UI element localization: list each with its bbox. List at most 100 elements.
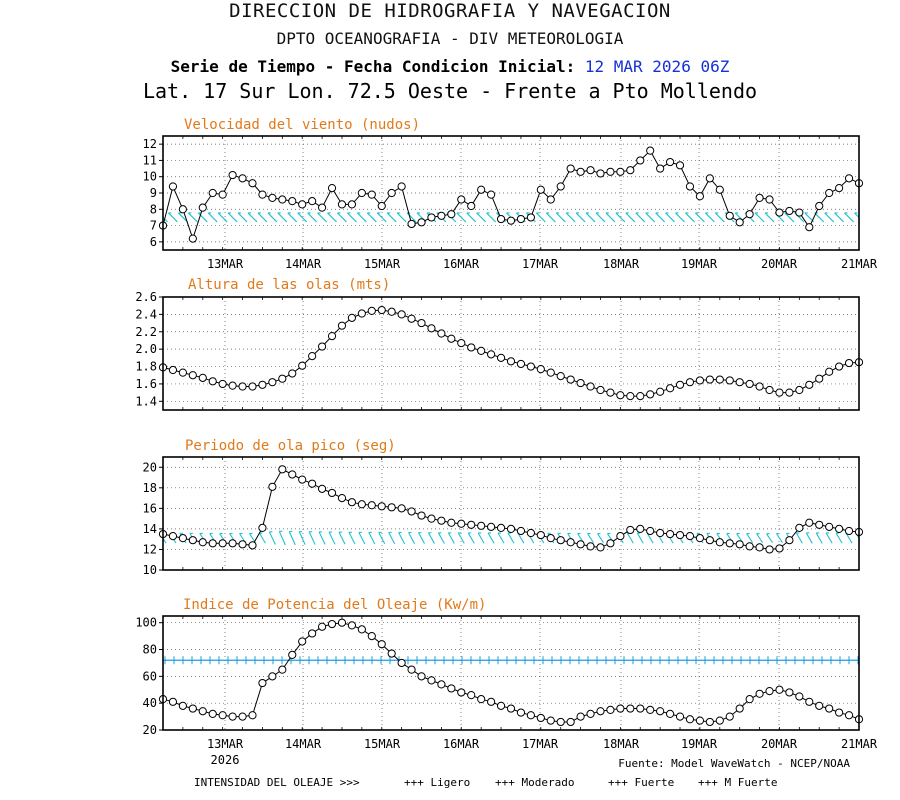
panel-3-data-point	[327, 488, 337, 498]
panel-3-data-point	[685, 532, 695, 541]
panel-4-data-point	[695, 716, 705, 725]
panel-1-data-point	[198, 203, 207, 212]
panel-1-data-point	[785, 206, 794, 216]
panel-2-data-point	[566, 375, 575, 384]
panel-1-data-point	[546, 195, 555, 204]
panel-2-data-point	[506, 357, 516, 366]
panel-3-frame	[162, 456, 860, 571]
panel-1-data-point	[825, 188, 834, 198]
panel-2-data-point	[218, 379, 227, 389]
panel-2-data-point	[795, 385, 804, 395]
panel-4-data-point	[327, 619, 337, 629]
panel-1-arrow	[297, 212, 308, 223]
panel-3-data-point	[606, 539, 615, 548]
panel-3-data-point	[308, 479, 317, 488]
panel-1-arrow	[396, 212, 407, 223]
panel-1-ytick-label: 10	[143, 170, 157, 184]
panel-1-arrow	[217, 212, 228, 223]
panel-4-data-point	[278, 665, 287, 674]
panel-2-data-point	[556, 372, 565, 381]
panel-2-ytick-label: 2.4	[135, 307, 157, 321]
panel-2-data-point	[536, 365, 545, 374]
panel-1-arrow	[635, 212, 646, 223]
panel-3-plot: 10 12 14 16 18 20	[143, 456, 864, 577]
panel-3-arrow	[268, 531, 276, 545]
panel-2-data-point	[437, 329, 446, 338]
panel-2-data-point	[168, 365, 178, 375]
panel-1-ytick-label: 12	[143, 137, 157, 151]
panel-1-arrow	[376, 212, 387, 223]
panel-2-data-point	[308, 352, 317, 361]
panel-3-arrow	[467, 532, 475, 544]
panel-4-data-point	[437, 680, 446, 689]
panel-3-arrow	[815, 532, 823, 544]
panel-3-data-point	[188, 536, 197, 545]
panel-1-xtick-label: 15MAR	[364, 257, 401, 271]
panel-2-data-point	[258, 380, 267, 389]
panel-3-arrow	[368, 532, 376, 545]
panel-1-arrow	[585, 212, 596, 223]
panel-3-arrow	[517, 532, 525, 544]
panel-3-ytick-label: 16	[143, 501, 157, 515]
panel-1-data-point	[437, 211, 446, 220]
panel-1-arrow	[177, 212, 188, 223]
panel-4-data-point	[427, 676, 436, 685]
panel-3-arrow	[457, 532, 465, 544]
panel-3-arrow	[626, 532, 634, 544]
panel-2-data-point	[347, 313, 357, 322]
panel-3-arrow	[427, 532, 435, 544]
panel-1-xtick-label: 20MAR	[761, 257, 798, 271]
panel-2-data-point	[616, 391, 625, 400]
panel-1-xtick-label: 21MAR	[841, 257, 878, 271]
panel-2-series-line	[162, 309, 860, 397]
panel-4-data-point	[397, 658, 406, 668]
panel-1-xtick-label: 18MAR	[603, 257, 640, 271]
panel-4-ytick-label: 100	[135, 616, 157, 630]
panel-3-data-point	[626, 525, 635, 535]
panel-2-data-point	[715, 375, 724, 384]
panel-3-arrow	[437, 532, 445, 544]
panel-4-data-point	[248, 711, 257, 720]
panel-3-data-point	[317, 484, 327, 493]
panel-1-arrow	[307, 212, 318, 223]
panel-4-data-point	[735, 704, 744, 713]
panel-1-arrow	[486, 212, 497, 223]
panel-3-data-point	[248, 541, 257, 550]
panel-4-data-point	[536, 713, 545, 723]
panel-1-data-point	[665, 157, 675, 167]
panel-3-data-point	[715, 538, 724, 547]
panel-3-arrow	[756, 533, 764, 544]
panel-4-data-point	[208, 709, 217, 719]
panel-1-ytick-label: 8	[150, 202, 157, 216]
panel-3-ytick-label: 14	[143, 522, 157, 536]
panel-3-data-point	[288, 470, 297, 479]
panel-1-arrow	[714, 212, 725, 223]
panel-4-xtick-label: 13MAR	[207, 737, 244, 751]
panel-3-arrow	[477, 532, 485, 544]
panel-4-data-point	[844, 711, 854, 720]
panel-4-data-point	[487, 697, 496, 706]
panel-1-data-point	[258, 190, 267, 199]
panel-3-data-point	[755, 543, 764, 552]
panel-1-data-point	[387, 188, 396, 198]
panel-2-data-point	[526, 362, 535, 371]
panel-1-arrow	[834, 212, 845, 223]
panel-1-data-point	[397, 182, 406, 191]
panel-3-data-point	[178, 534, 187, 543]
panel-1-data-point	[606, 167, 615, 176]
panel-3-arrow	[308, 531, 316, 545]
panel-2-ytick-label: 1.6	[135, 377, 157, 391]
panel-1-data-point	[536, 185, 545, 194]
panel-4-data-point	[765, 687, 774, 696]
panel-1-frame	[162, 135, 860, 251]
panel-3-data-point	[596, 543, 605, 552]
panel-1-title: Velocidad del viento (nudos)	[184, 117, 420, 133]
panel-3-data-point	[536, 530, 545, 540]
panel-2-data-point	[367, 306, 376, 316]
panel-4-plot: 20 40 60 80 100 13MAR 14MAR 15MAR 16MAR 17MAR 18MA…	[135, 615, 878, 767]
panel-1-ytick-label: 9	[150, 186, 157, 200]
panel-3-data-point	[477, 521, 486, 530]
panel-1-data-point	[417, 218, 426, 227]
panel-3-arrow	[288, 531, 296, 546]
panel-1-arrow	[814, 212, 825, 223]
